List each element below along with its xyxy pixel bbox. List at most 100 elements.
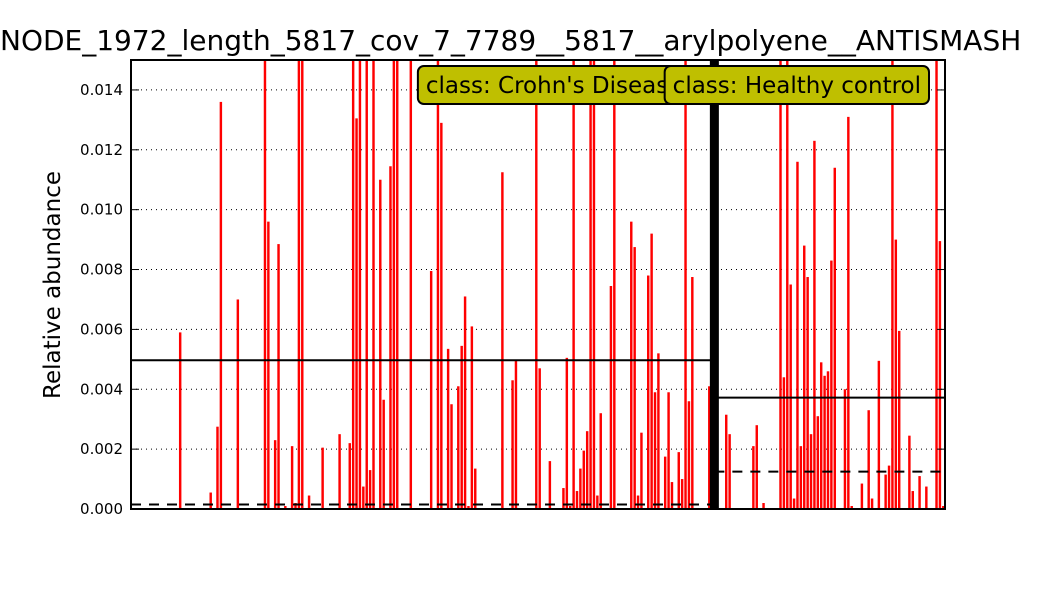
bar xyxy=(440,122,443,510)
bar xyxy=(277,244,280,509)
bar xyxy=(501,172,504,509)
bar xyxy=(450,404,453,509)
bar xyxy=(263,60,267,509)
bar xyxy=(216,426,219,509)
bar xyxy=(284,506,287,509)
bar xyxy=(358,60,362,509)
bar xyxy=(538,368,541,509)
y-tick-label: 0.008 xyxy=(80,261,123,279)
bar xyxy=(687,401,691,509)
bar xyxy=(708,386,711,509)
bar xyxy=(786,60,789,509)
bar xyxy=(297,60,301,509)
bar xyxy=(816,416,820,509)
bar xyxy=(409,60,413,509)
bar xyxy=(942,506,945,509)
bar xyxy=(823,375,826,509)
bar xyxy=(575,491,579,509)
bar xyxy=(653,392,657,509)
bar xyxy=(833,167,836,509)
y-tick-label: 0.000 xyxy=(80,500,123,518)
bar xyxy=(562,488,565,509)
bar xyxy=(372,60,375,509)
bar xyxy=(565,357,569,509)
bar xyxy=(935,60,938,509)
bar xyxy=(585,431,589,509)
bar xyxy=(925,486,928,509)
bar xyxy=(511,380,514,509)
bar xyxy=(891,60,894,509)
grid-lines xyxy=(131,89,945,450)
bar xyxy=(877,360,881,509)
bar xyxy=(918,476,921,509)
bar xyxy=(640,432,643,509)
bar xyxy=(178,332,182,509)
bar xyxy=(897,330,901,509)
bar xyxy=(657,353,660,509)
bar xyxy=(609,285,613,509)
bar xyxy=(348,443,351,509)
bar xyxy=(684,60,687,509)
bar xyxy=(273,440,277,509)
bar xyxy=(813,140,816,509)
bar xyxy=(457,386,460,509)
bar xyxy=(762,503,765,509)
bar xyxy=(579,468,582,509)
bar xyxy=(592,60,596,509)
bar xyxy=(663,456,667,509)
bar xyxy=(589,60,592,509)
bar xyxy=(755,425,758,509)
bar xyxy=(911,491,915,509)
bar xyxy=(884,474,887,509)
bar xyxy=(338,434,341,509)
bar xyxy=(867,410,870,509)
group-statistic-lines xyxy=(131,60,945,509)
class-label: class: Crohn's Disease xyxy=(426,73,682,99)
bar xyxy=(870,498,874,509)
bar xyxy=(379,179,382,509)
bar xyxy=(636,495,640,509)
bar xyxy=(647,275,650,509)
bar xyxy=(236,299,240,509)
bar xyxy=(725,414,728,509)
y-tick-label: 0.014 xyxy=(80,81,123,99)
bar xyxy=(267,221,270,509)
bar xyxy=(894,239,898,509)
bar xyxy=(938,241,942,509)
bar xyxy=(806,277,809,509)
bar xyxy=(389,166,392,509)
bar xyxy=(362,486,365,509)
bar xyxy=(514,360,518,509)
bar xyxy=(351,60,355,509)
bar xyxy=(650,233,653,509)
bar xyxy=(850,506,853,509)
bar xyxy=(826,371,830,509)
bar xyxy=(219,101,223,509)
bar xyxy=(677,452,680,509)
bar xyxy=(355,118,358,510)
bar xyxy=(680,479,684,509)
bar xyxy=(887,465,891,509)
bar xyxy=(568,506,572,509)
class-label-background xyxy=(663,65,930,105)
bar xyxy=(321,447,324,509)
bar xyxy=(368,470,372,509)
bar xyxy=(294,503,297,509)
bar xyxy=(463,296,467,509)
bar xyxy=(209,492,212,509)
class-divider xyxy=(709,60,719,509)
y-tick-label: 0.012 xyxy=(80,141,123,159)
bar xyxy=(582,450,586,509)
bar xyxy=(860,483,864,509)
bar xyxy=(474,468,477,509)
bar xyxy=(467,506,470,509)
bar xyxy=(796,161,799,510)
bar xyxy=(436,60,440,509)
bar xyxy=(728,434,731,509)
bar xyxy=(596,495,599,509)
bar xyxy=(803,245,806,509)
chart-title: NODE_1972_length_5817_cov_7_7789__5817__… xyxy=(0,24,1021,57)
y-tick-label: 0.002 xyxy=(80,440,123,458)
